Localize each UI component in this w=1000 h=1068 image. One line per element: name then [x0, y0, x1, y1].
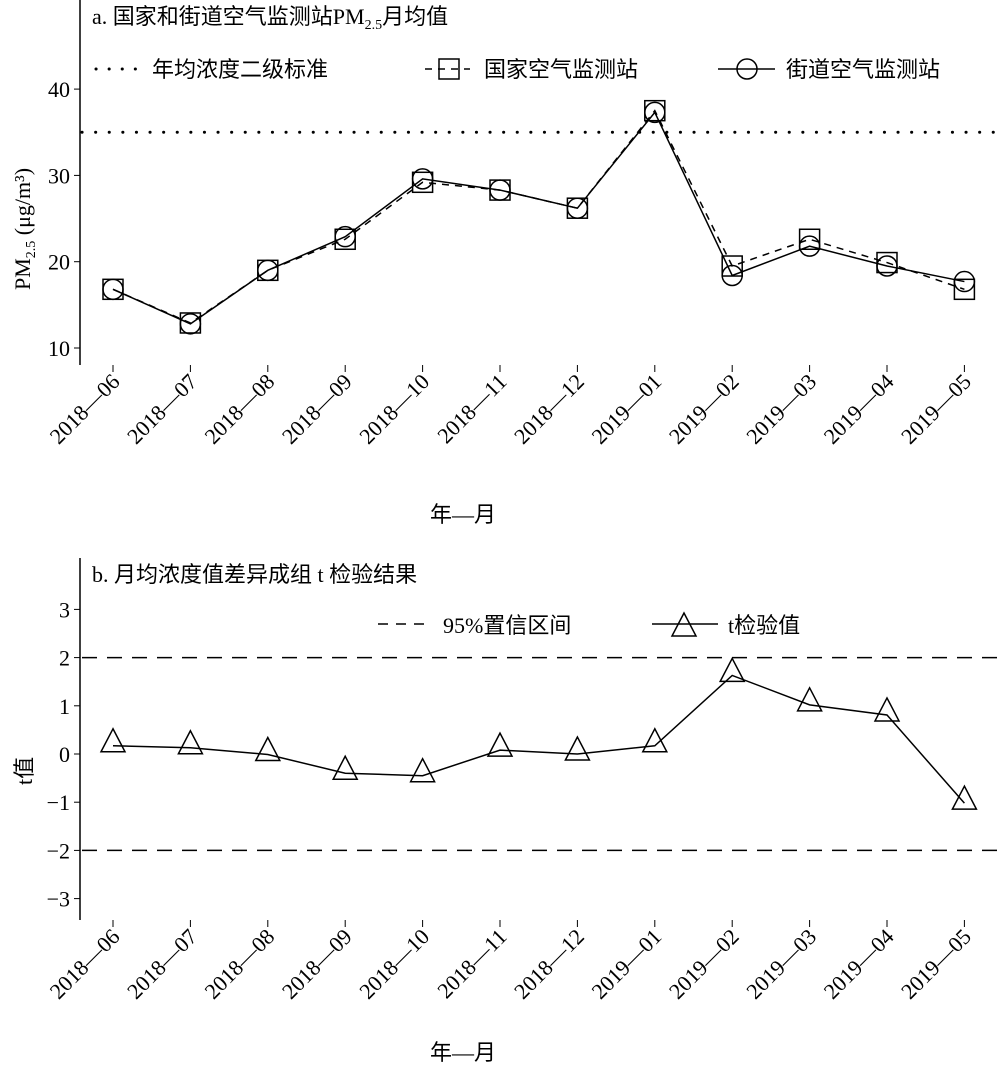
x-tick-label: 2019—03: [741, 369, 821, 449]
y-tick-label: 0: [59, 742, 70, 767]
data-point: [953, 278, 976, 301]
legend-label: 年均浓度二级标准: [152, 57, 328, 82]
y-tick-label: −3: [47, 887, 70, 912]
x-tick-label: 2018—07: [122, 369, 202, 449]
data-point: [489, 179, 511, 201]
data-point: [564, 735, 591, 761]
data-point: [721, 264, 743, 287]
data-point: [873, 696, 901, 722]
x-tick-label: 2018—11: [432, 369, 511, 448]
x-tick-label: 2019—05: [896, 924, 976, 1004]
x-tick-label: 2019—04: [819, 924, 899, 1004]
data-point: [102, 278, 124, 301]
series-line-0: [112, 109, 965, 324]
data-point: [566, 197, 589, 219]
data-point: [257, 259, 279, 282]
data-point: [798, 235, 821, 257]
y-tick-label: 20: [48, 250, 70, 275]
y-tick-label: 1: [59, 694, 70, 719]
legend-circle-icon: [736, 58, 758, 80]
legend-label: 95%置信区间: [443, 613, 571, 638]
x-tick-label: 2019—01: [586, 924, 666, 1004]
data-point: [334, 225, 356, 248]
data-point: [409, 757, 436, 783]
data-point: [796, 686, 823, 712]
y-tick-label: −1: [47, 790, 70, 815]
x-tick-label: 2019—02: [664, 924, 744, 1004]
y-axis-label: t值: [12, 757, 37, 785]
data-point: [718, 656, 746, 683]
data-point: [411, 168, 434, 190]
x-tick-label: 2019—03: [741, 924, 821, 1004]
y-axis-label: PM2.5 (μg/m³): [10, 168, 39, 290]
x-tick-label: 2018—12: [509, 369, 589, 449]
data-point: [486, 731, 514, 757]
y-tick-label: 2: [59, 646, 70, 671]
y-tick-label: 3: [59, 597, 70, 622]
data-point: [99, 727, 127, 753]
y-tick-label: −2: [47, 838, 70, 863]
x-tick-label: 2019—01: [586, 369, 666, 449]
x-tick-label: 2018—08: [199, 924, 279, 1004]
data-point: [951, 784, 978, 810]
data-point: [179, 313, 202, 335]
x-tick-label: 2018—08: [199, 369, 279, 449]
legend-label: 国家空气监测站: [484, 57, 638, 82]
x-tick-label: 2018—11: [432, 924, 511, 1003]
x-tick-label: 2019—02: [664, 369, 744, 449]
legend-square-icon: [438, 58, 460, 80]
data-point: [953, 270, 976, 293]
x-axis-label: 年—月: [430, 1040, 496, 1065]
chart-b-title: b. 月均浓度值差异成组 t 检验结果: [92, 562, 417, 587]
data-point: [641, 727, 669, 753]
x-axis-label: 年—月: [430, 502, 496, 527]
series-line-1: [112, 111, 965, 325]
data-point: [876, 255, 898, 277]
x-tick-label: 2019—04: [819, 369, 899, 449]
data-point: [644, 101, 666, 124]
data-point: [798, 228, 821, 251]
x-tick-label: 2018—12: [509, 924, 589, 1004]
legend-label: t检验值: [728, 613, 800, 638]
x-tick-label: 2018—06: [45, 369, 125, 449]
x-tick-label: 2018—09: [277, 369, 357, 449]
x-tick-label: 2018—10: [354, 369, 434, 449]
x-tick-label: 2018—07: [122, 924, 202, 1004]
y-tick-label: 10: [48, 336, 70, 361]
x-tick-label: 2018—06: [45, 924, 125, 1004]
legend-label: 街道空气监测站: [786, 57, 940, 82]
y-tick-label: 30: [48, 163, 70, 188]
y-tick-label: 40: [48, 77, 70, 102]
x-tick-label: 2019—05: [896, 369, 976, 449]
x-tick-label: 2018—09: [277, 924, 357, 1004]
data-point: [254, 735, 282, 762]
legend-triangle-icon: [670, 611, 698, 637]
chart-a-title: a. 国家和街道空气监测站PM2.5月均值: [92, 4, 448, 33]
series-line: [112, 674, 965, 804]
x-tick-label: 2018—10: [354, 924, 434, 1004]
data-point: [177, 729, 204, 755]
data-point: [331, 754, 359, 781]
